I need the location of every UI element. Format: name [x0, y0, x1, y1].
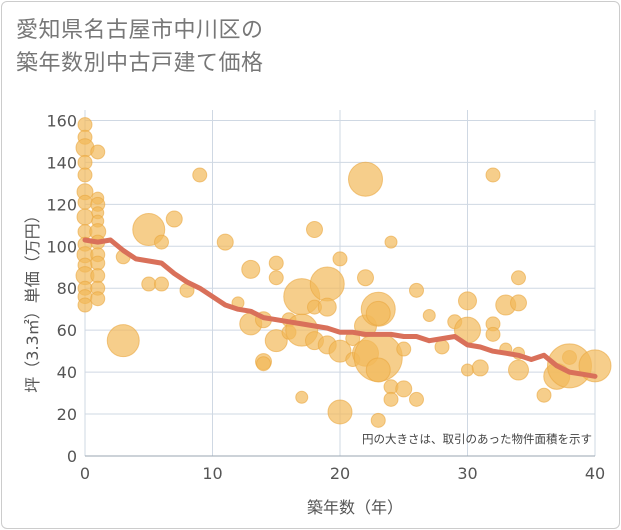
y-tick-label: 80 [57, 279, 77, 298]
data-bubble [77, 297, 93, 313]
y-tick-label: 140 [46, 153, 77, 172]
data-bubble [90, 268, 106, 284]
trend-line [82, 237, 598, 379]
data-bubble [154, 234, 169, 250]
data-bubble [216, 233, 234, 251]
y-tick-label: 120 [46, 195, 77, 214]
data-bubble [536, 387, 552, 403]
data-bubble [141, 276, 157, 292]
data-bubble [306, 221, 323, 239]
data-bubble [508, 359, 529, 381]
data-bubble [165, 210, 183, 228]
data-bubble [76, 208, 94, 226]
data-bubble [461, 363, 474, 377]
data-bubble [90, 255, 106, 271]
y-tick-label: 160 [46, 111, 77, 130]
data-bubble [332, 251, 348, 267]
data-bubble [510, 294, 527, 312]
data-bubble [77, 117, 93, 133]
data-bubble [396, 341, 412, 357]
trend-series [82, 237, 598, 379]
data-bubble [422, 309, 436, 323]
data-bubble [77, 194, 93, 210]
y-tick-label: 40 [57, 363, 77, 382]
y-tick-label: 60 [57, 321, 77, 340]
data-bubble [485, 326, 501, 342]
data-bubble [365, 357, 391, 383]
data-bubble [268, 270, 284, 286]
data-bubble [384, 235, 398, 249]
x-axis-title: 築年数（年） [307, 498, 403, 517]
data-bubble [309, 266, 345, 302]
data-bubble [256, 356, 271, 372]
data-bubble [268, 255, 284, 271]
data-bubble [90, 291, 106, 307]
data-bubble [357, 269, 374, 287]
y-tick-label: 0 [67, 447, 77, 466]
data-bubble [365, 300, 391, 326]
bubble-size-note: 円の大きさは、取引のあった物件面積を示す [362, 432, 592, 446]
data-bubble [409, 391, 424, 407]
data-bubble [106, 324, 140, 358]
x-tick-label: 10 [202, 464, 222, 483]
data-bubble [434, 339, 450, 355]
data-bubble [409, 282, 424, 298]
data-bubble [77, 167, 93, 183]
data-bubble [471, 359, 489, 377]
data-bubble [328, 339, 352, 363]
x-tick-label: 0 [80, 464, 90, 483]
y-tick-label: 20 [57, 405, 77, 424]
data-bubble [370, 412, 386, 428]
data-bubble [511, 270, 526, 286]
data-bubble [395, 380, 413, 398]
y-axis-title: 坪（3.3㎡）単価（万円） [23, 207, 42, 392]
data-bubble [77, 154, 93, 170]
x-tick-label: 30 [457, 464, 477, 483]
data-bubble [154, 276, 169, 292]
chart-title-line-2: 築年数別中古戸建て価格 [16, 51, 264, 76]
data-bubble [90, 144, 106, 160]
x-tick-label: 20 [330, 464, 350, 483]
x-tick-label: 40 [585, 464, 605, 483]
bubble-series [75, 117, 612, 428]
data-bubble [295, 390, 309, 404]
chart-title-line-1: 愛知県名古屋市中川区の [16, 18, 264, 43]
axis-ticks: 0 20 40 60 80 100 120 140 160 0 10 20 30 40 [46, 111, 605, 483]
data-bubble [317, 297, 337, 317]
y-tick-label: 100 [46, 237, 77, 256]
data-bubble [383, 391, 399, 407]
data-bubble [241, 259, 261, 279]
chart-title: 愛知県名古屋市中川区の 築年数別中古戸建て価格 [16, 14, 264, 80]
data-bubble [192, 167, 208, 183]
data-bubble [458, 291, 477, 311]
data-bubble [327, 399, 353, 425]
data-bubble [264, 329, 288, 353]
data-bubble [348, 161, 383, 197]
data-bubble [485, 167, 501, 183]
